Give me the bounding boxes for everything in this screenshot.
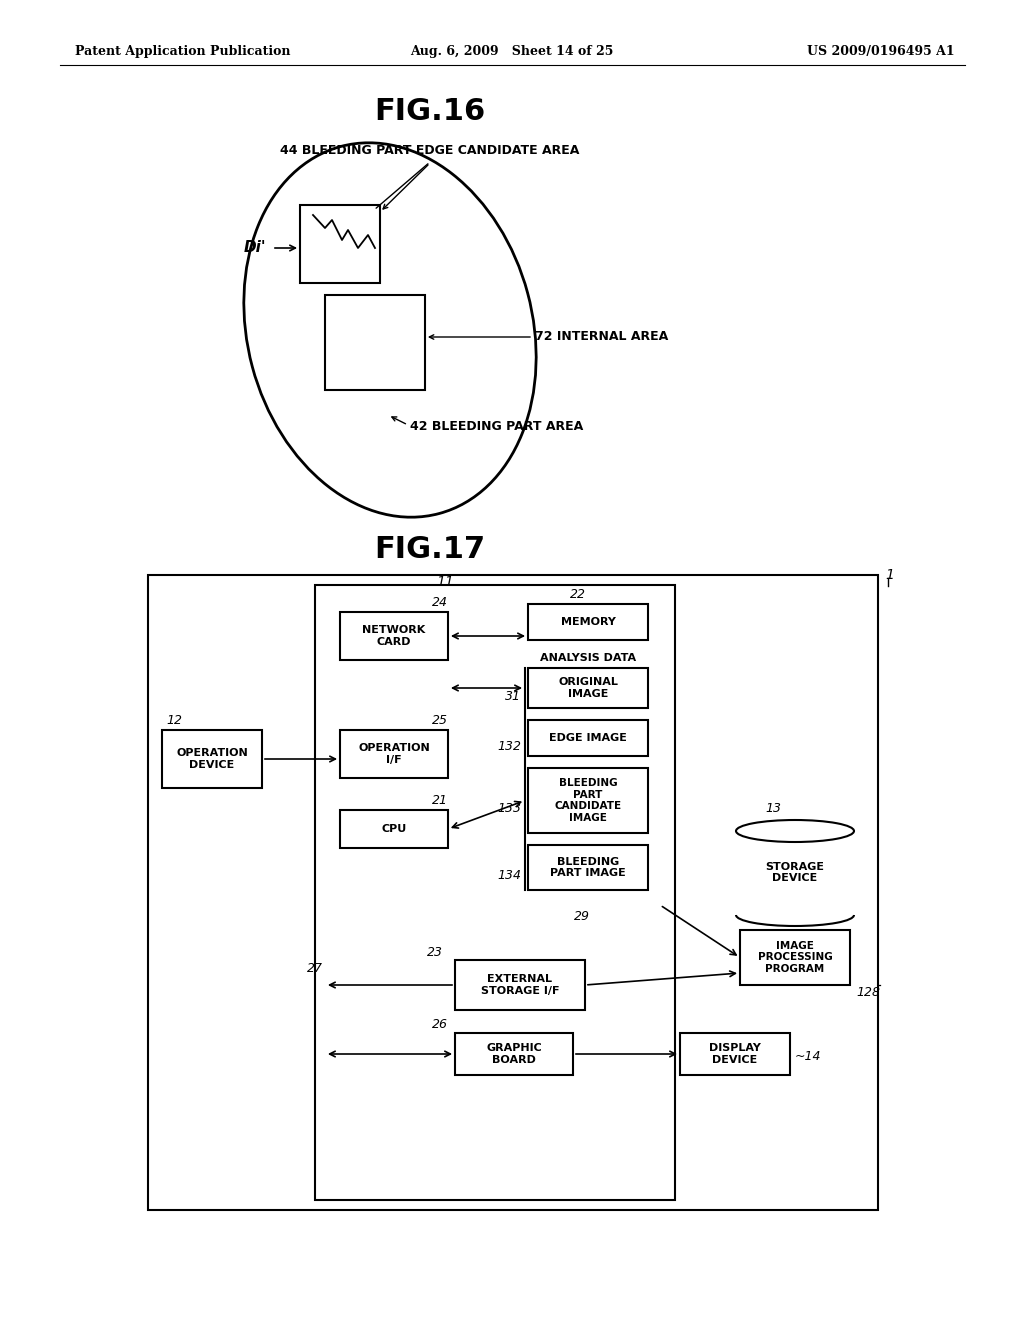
Text: NETWORK
CARD: NETWORK CARD — [362, 626, 426, 647]
Bar — [736, 832, 854, 915]
Text: 23: 23 — [427, 945, 443, 958]
Text: FIG.16: FIG.16 — [375, 98, 485, 127]
Text: OPERATION
DEVICE: OPERATION DEVICE — [176, 748, 248, 770]
Text: 128: 128 — [856, 986, 880, 999]
Text: FIG.17: FIG.17 — [375, 536, 485, 565]
Text: 21: 21 — [432, 793, 449, 807]
Text: GRAPHIC
BOARD: GRAPHIC BOARD — [486, 1043, 542, 1065]
Text: 13: 13 — [765, 801, 781, 814]
Text: 134: 134 — [497, 869, 521, 882]
Bar — [315, 585, 675, 1200]
Text: 22: 22 — [570, 587, 586, 601]
Bar — [528, 719, 648, 756]
Text: 133: 133 — [497, 803, 521, 814]
Bar — [325, 294, 425, 389]
Bar — [740, 931, 850, 985]
Text: US 2009/0196495 A1: US 2009/0196495 A1 — [807, 45, 955, 58]
Text: Di': Di' — [244, 240, 266, 256]
Text: ORIGINAL
IMAGE: ORIGINAL IMAGE — [558, 677, 617, 698]
Bar — [455, 960, 585, 1010]
Bar — [528, 768, 648, 833]
Text: MEMORY: MEMORY — [560, 616, 615, 627]
Bar — [340, 730, 449, 777]
Bar — [300, 205, 380, 282]
Text: 27: 27 — [307, 961, 323, 974]
Text: 12: 12 — [166, 714, 182, 726]
Text: 11: 11 — [436, 576, 454, 589]
Text: Patent Application Publication: Patent Application Publication — [75, 45, 291, 58]
Text: 31: 31 — [505, 689, 521, 702]
Bar — [528, 605, 648, 640]
Text: EXTERNAL
STORAGE I/F: EXTERNAL STORAGE I/F — [480, 974, 559, 995]
Text: BLEEDING
PART IMAGE: BLEEDING PART IMAGE — [550, 857, 626, 878]
Text: ANALYSIS DATA: ANALYSIS DATA — [540, 653, 636, 663]
Text: 24: 24 — [432, 595, 449, 609]
Text: 25: 25 — [432, 714, 449, 726]
Bar — [528, 845, 648, 890]
Ellipse shape — [736, 820, 854, 842]
Bar — [148, 576, 878, 1210]
Bar — [340, 612, 449, 660]
Text: 42 BLEEDING PART AREA: 42 BLEEDING PART AREA — [410, 421, 584, 433]
Text: DISPLAY
DEVICE: DISPLAY DEVICE — [709, 1043, 761, 1065]
Text: 29: 29 — [574, 911, 590, 924]
Bar — [528, 668, 648, 708]
Text: BLEEDING
PART
CANDIDATE
IMAGE: BLEEDING PART CANDIDATE IMAGE — [554, 777, 622, 822]
Text: OPERATION
I/F: OPERATION I/F — [358, 743, 430, 764]
Text: 132: 132 — [497, 739, 521, 752]
Text: IMAGE
PROCESSING
PROGRAM: IMAGE PROCESSING PROGRAM — [758, 941, 833, 974]
Text: ~14: ~14 — [795, 1049, 821, 1063]
Text: STORAGE
DEVICE: STORAGE DEVICE — [766, 862, 824, 883]
Text: 72 INTERNAL AREA: 72 INTERNAL AREA — [535, 330, 669, 343]
Bar — [680, 1034, 790, 1074]
Text: CPU: CPU — [381, 824, 407, 834]
Text: EDGE IMAGE: EDGE IMAGE — [549, 733, 627, 743]
Text: 44 BLEEDING PART EDGE CANDIDATE AREA: 44 BLEEDING PART EDGE CANDIDATE AREA — [281, 144, 580, 157]
Text: Aug. 6, 2009   Sheet 14 of 25: Aug. 6, 2009 Sheet 14 of 25 — [411, 45, 613, 58]
Bar — [162, 730, 262, 788]
Text: 26: 26 — [432, 1019, 449, 1031]
Text: 1: 1 — [886, 568, 894, 582]
Bar — [340, 810, 449, 847]
Bar — [455, 1034, 573, 1074]
